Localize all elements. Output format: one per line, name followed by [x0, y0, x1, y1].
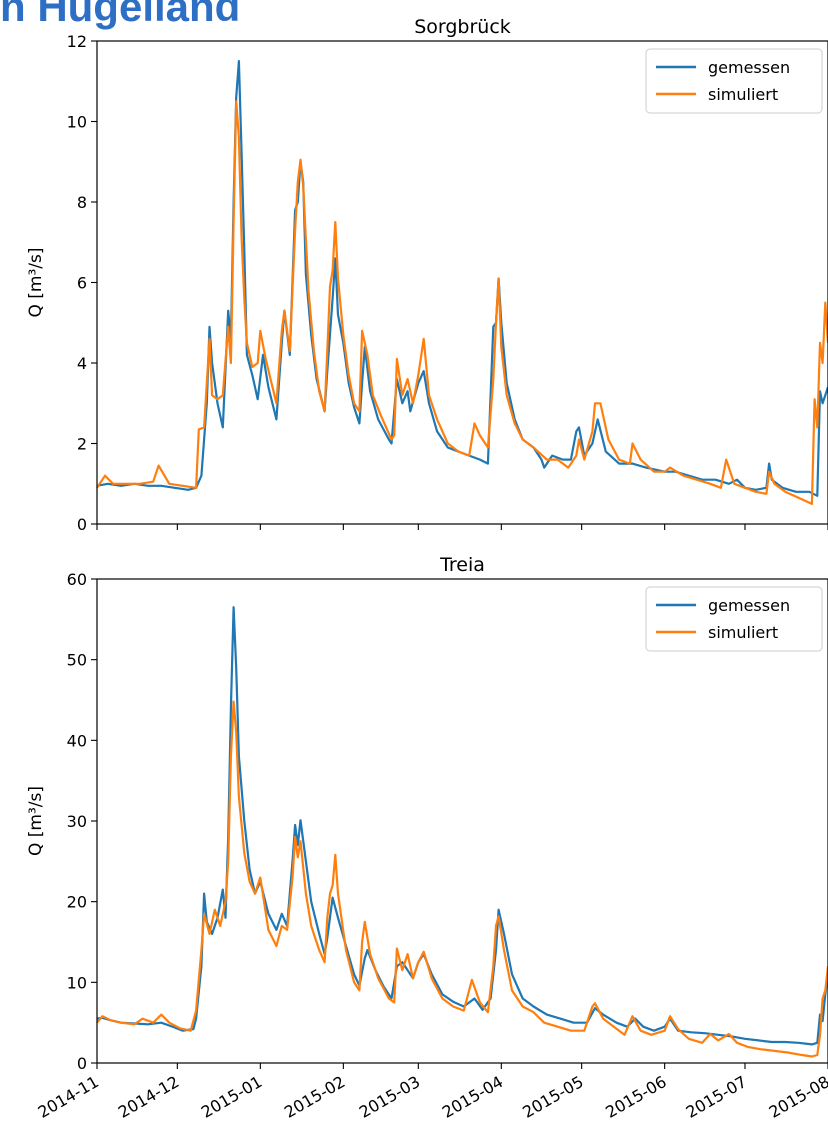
y-tick-label: 4 [77, 354, 87, 373]
legend: gemessen simuliert [645, 586, 823, 652]
x-tick-label: 2015-07 [683, 1072, 750, 1122]
chart-panel-1: Sorgbrück Q [m³/s] 0 2 4 6 8 10 12 gemessen simuli… [26, 16, 828, 534]
y-tick-label: 6 [77, 274, 87, 293]
x-tick-label: 2015-08 [766, 1072, 828, 1122]
y-tick-label: 0 [77, 1054, 87, 1073]
y-tick-label: 50 [67, 651, 87, 670]
series-line-simuliert [96, 700, 828, 1058]
y-tick-label: 12 [67, 32, 87, 51]
y-tick-label: 20 [67, 893, 87, 912]
y-tick-label: 30 [67, 812, 87, 831]
chart-title: Treia [439, 554, 485, 576]
y-tick-label: 2 [77, 435, 87, 454]
series-line-simuliert [96, 100, 828, 505]
x-tick-label: 2015-06 [602, 1072, 669, 1122]
y-axis-label: Q [m³/s] [26, 786, 46, 856]
legend-box [645, 48, 823, 114]
y-tick-label: 10 [67, 973, 87, 992]
chart-title: Sorgbrück [414, 16, 511, 38]
y-tick-label: 8 [77, 193, 87, 212]
x-tick-label: 2014-11 [35, 1072, 102, 1122]
x-tick-label: 2014-12 [115, 1072, 182, 1122]
series-line-gemessen [96, 606, 828, 1046]
legend: gemessen simuliert [645, 48, 823, 114]
y-tick-label: 40 [67, 731, 87, 750]
y-tick-label: 10 [67, 113, 87, 132]
y-axis-label: Q [m³/s] [26, 247, 46, 317]
x-tick-label: 2015-02 [281, 1072, 348, 1122]
figure-title: n Hügelland [0, 0, 241, 30]
legend-label-gemessen: gemessen [708, 58, 790, 77]
legend-label-simuliert: simuliert [708, 85, 778, 104]
x-tick-label: 2015-03 [356, 1072, 423, 1122]
y-tick-label: 60 [67, 570, 87, 589]
legend-label-gemessen: gemessen [708, 596, 790, 615]
chart-panel-2: Treia Q [m³/s] 0 10 20 30 40 50 60 2014-11 2014-12… [26, 554, 828, 1122]
legend-label-simuliert: simuliert [708, 623, 778, 642]
y-tick-label: 0 [77, 515, 87, 534]
series-line-gemessen [96, 60, 828, 497]
x-tick-label: 2015-01 [198, 1072, 265, 1122]
plot-frame [96, 578, 828, 1064]
x-tick-label: 2015-04 [439, 1072, 506, 1122]
legend-box [645, 586, 823, 652]
x-tick-label: 2015-05 [519, 1072, 586, 1122]
